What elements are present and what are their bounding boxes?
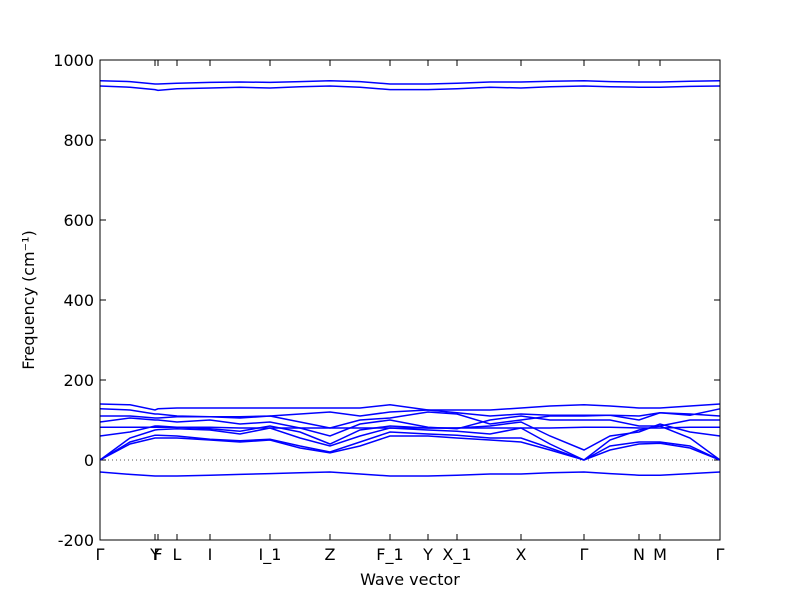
x-tick-label: Γ: [716, 545, 725, 564]
band-line: [99, 431, 721, 461]
plot-frame: [99, 59, 721, 541]
x-tick-label: F: [153, 545, 162, 564]
y-tick-label: 1000: [53, 51, 94, 70]
x-tick-label: Y: [149, 545, 160, 564]
y-tick-label: 800: [63, 131, 94, 150]
y-tick-label: 400: [63, 291, 94, 310]
band-line: [99, 80, 721, 85]
x-tick-label: Γ: [580, 545, 589, 564]
x-axis-label: Wave vector: [360, 570, 460, 589]
band-line: [99, 408, 721, 418]
x-tick-label: X_1: [442, 545, 471, 565]
x-tick-label: Y: [422, 545, 433, 564]
x-tick-label: I: [208, 545, 213, 564]
band-line: [99, 435, 721, 461]
x-tick-label: X: [516, 545, 527, 564]
x-tick-label: N: [633, 545, 645, 564]
x-tick-label: Γ: [96, 545, 105, 564]
y-tick-label: 600: [63, 211, 94, 230]
band-line: [100, 411, 721, 429]
x-tick-label: I_1: [259, 545, 282, 565]
y-tick-label: -200: [58, 531, 94, 550]
y-tick-label: 200: [63, 371, 94, 390]
y-tick-label: 0: [84, 451, 94, 470]
x-tick-label: Z: [325, 545, 336, 564]
band-line: [99, 403, 721, 411]
y-axis-label: Frequency (cm⁻¹): [19, 230, 38, 369]
band-line: [99, 415, 720, 437]
x-tick-label: F_1: [376, 545, 403, 565]
x-tick-label: L: [173, 545, 182, 564]
x-tick-label: M: [653, 545, 667, 564]
band-line: [99, 471, 721, 477]
band-line: [99, 85, 721, 92]
band-line: [100, 426, 720, 429]
